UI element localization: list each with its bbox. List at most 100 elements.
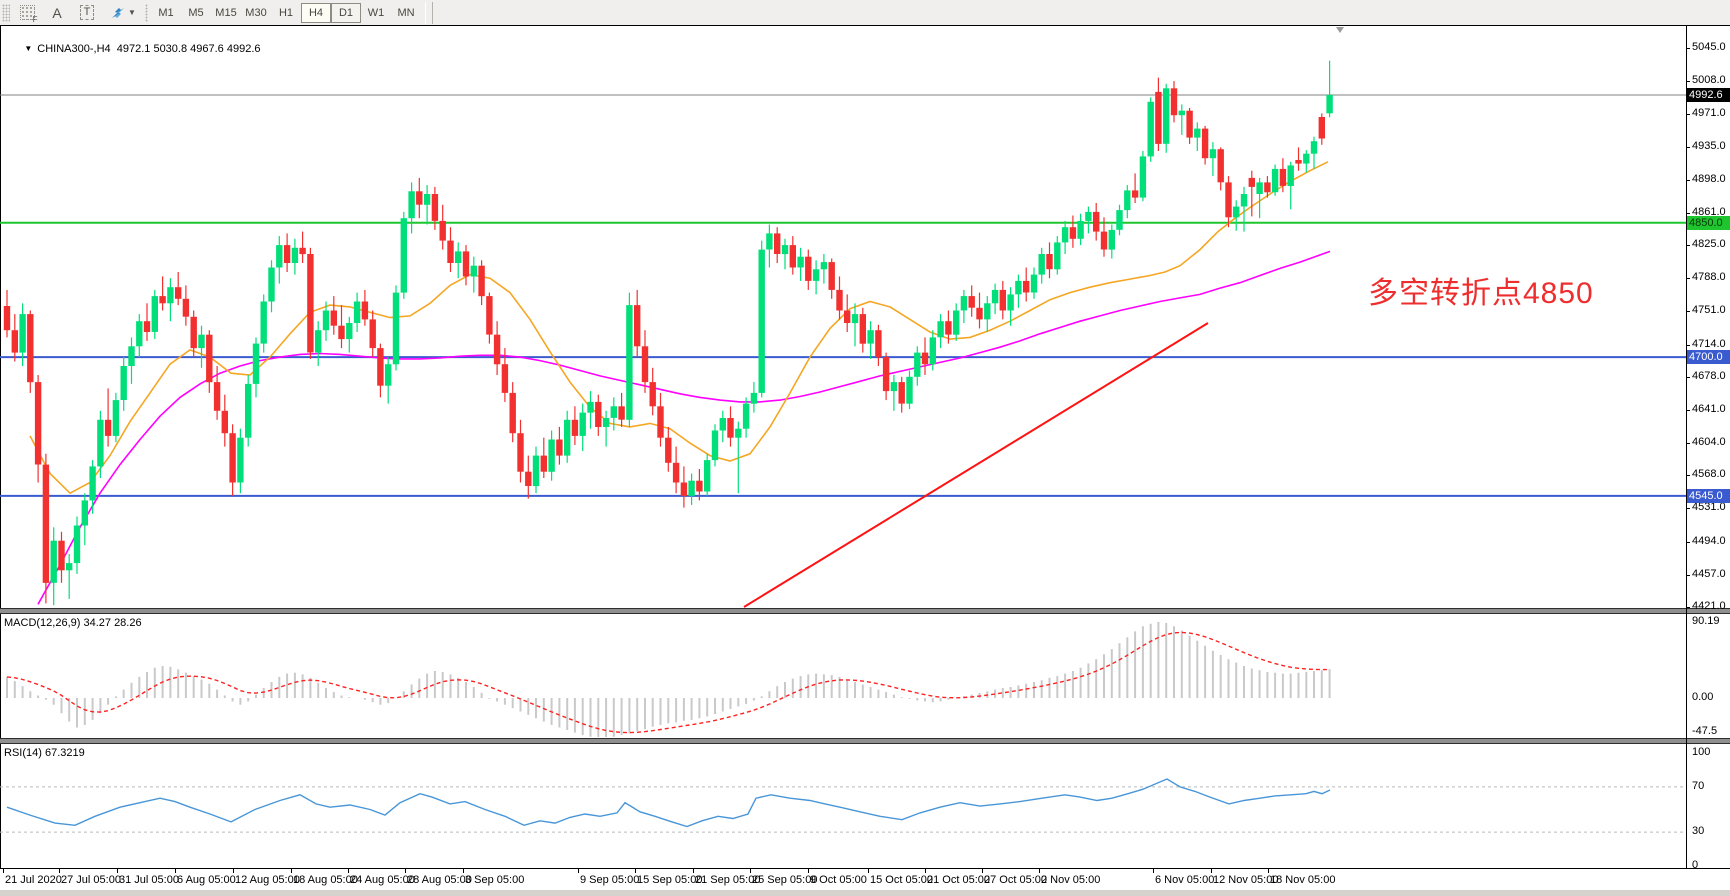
price-tick [1686, 213, 1690, 214]
time-axis-label: 15 Oct 05:00 [870, 874, 933, 886]
price-tick [1686, 245, 1690, 246]
time-axis-label: 21 Sep 05:00 [695, 874, 761, 886]
time-axis-label: 24 Aug 05:00 [350, 874, 415, 886]
price-tick [1686, 345, 1690, 346]
time-axis-label: 31 Jul 05:00 [119, 874, 179, 886]
price-tick [1686, 377, 1690, 378]
timeframe-button-m1[interactable]: M1 [158, 6, 174, 19]
time-tick [925, 869, 926, 873]
price-axis-label: 4604.0 [1692, 436, 1726, 448]
time-tick [175, 869, 176, 873]
time-tick [3, 869, 4, 873]
time-tick [635, 869, 636, 873]
price-tick [1686, 575, 1690, 576]
time-tick [750, 869, 751, 873]
timeframe-button-m5[interactable]: M5 [188, 6, 204, 19]
time-axis-label: 9 Sep 05:00 [580, 874, 640, 886]
price-axis-label: 4788.0 [1692, 271, 1726, 283]
macd-scale-max: 90.19 [1692, 615, 1720, 627]
time-tick [117, 869, 118, 873]
timeframe-button-d1[interactable]: D1 [331, 2, 361, 23]
text-box-icon[interactable]: T [74, 2, 100, 23]
price-tick [1686, 48, 1690, 49]
macd-panel-separator[interactable] [0, 608, 1730, 614]
macd-scale-zero: 0.00 [1692, 691, 1714, 703]
price-axis-label: 4714.0 [1692, 338, 1726, 350]
time-axis-label: 2 Nov 05:00 [1041, 874, 1101, 886]
chart-shift-marker[interactable] [1336, 27, 1344, 33]
toolbar-separator[interactable] [145, 3, 148, 22]
price-tag-4992.6: 4992.6 [1687, 88, 1730, 102]
arrow-tools-icon[interactable]: ▼ [104, 2, 142, 23]
price-tick [1686, 311, 1690, 312]
price-tick [1686, 180, 1690, 181]
toolbar: F A T ▼ M1 M5 M15 M30 H1 H4 D1 W1 MN [0, 0, 1730, 26]
rsi-scale-30: 30 [1692, 825, 1705, 837]
time-axis-label: 9 Oct 05:00 [810, 874, 867, 886]
timeframe-button-m30[interactable]: M30 [245, 6, 267, 19]
chart-left-border [0, 25, 1, 890]
price-axis-label: 4641.0 [1692, 403, 1726, 415]
price-tag-4700.0: 4700.0 [1687, 350, 1730, 364]
timeframe-button-h1[interactable]: H1 [278, 6, 294, 19]
price-tag-4850.0: 4850.0 [1687, 216, 1730, 230]
macd-scale-min: -47.5 [1692, 725, 1718, 737]
timeframe-button-w1[interactable]: W1 [367, 6, 385, 19]
rsi-label: RSI(14) 67.3219 [4, 747, 85, 759]
price-axis-label: 4861.0 [1692, 206, 1726, 218]
time-axis[interactable] [0, 868, 1730, 891]
time-tick [693, 869, 694, 873]
time-axis-label: 6 Nov 05:00 [1155, 874, 1215, 886]
rsi-scale-100: 100 [1692, 746, 1711, 758]
time-tick [59, 869, 60, 873]
chevron-down-icon: ▼ [128, 8, 136, 17]
text-label-icon[interactable]: A [44, 2, 70, 23]
toolbar-separator-2 [425, 1, 433, 24]
arrows-glyph [112, 7, 125, 18]
time-tick [1211, 869, 1212, 873]
macd-label: MACD(12,26,9) 34.27 28.26 [4, 617, 142, 629]
time-axis-label: 3 Sep 05:00 [465, 874, 525, 886]
time-axis-label: 18 Aug 05:00 [293, 874, 358, 886]
price-axis-label: 4568.0 [1692, 468, 1726, 480]
time-tick [291, 869, 292, 873]
rsi-canvas[interactable] [0, 744, 1686, 868]
time-tick [1153, 869, 1154, 873]
main-chart-canvas[interactable] [0, 25, 1686, 608]
time-tick [463, 869, 464, 873]
timeframe-button-h4[interactable]: H4 [301, 2, 331, 23]
price-axis-label: 5008.0 [1692, 74, 1726, 86]
price-axis-label: 4421.0 [1692, 600, 1726, 612]
time-axis-label: 21 Jul 2020 [5, 874, 62, 886]
dot-grid-glyph: F [19, 5, 38, 24]
window-bottom-strip [0, 890, 1730, 896]
chart-top-border [0, 25, 1730, 26]
rsi-panel-separator[interactable] [0, 738, 1730, 744]
grid-pointer-icon[interactable]: F [14, 2, 40, 24]
price-axis-label: 4825.0 [1692, 238, 1726, 250]
timeframe-button-mn[interactable]: MN [397, 6, 415, 19]
time-tick [1039, 869, 1040, 873]
time-axis-label: 21 Oct 05:00 [927, 874, 990, 886]
price-axis-label: 4898.0 [1692, 173, 1726, 185]
time-axis-label: 27 Oct 05:00 [984, 874, 1047, 886]
price-tick [1686, 410, 1690, 411]
chart-annotation-text[interactable]: 多空转折点4850 [1368, 277, 1594, 310]
rsi-scale-70: 70 [1692, 780, 1705, 792]
one-click-trading-arrow[interactable]: ▼ [24, 44, 33, 53]
price-tick [1686, 607, 1690, 608]
timeframe-button-m15[interactable]: M15 [215, 6, 237, 19]
toolbar-grip[interactable] [2, 3, 10, 22]
macd-canvas[interactable] [0, 614, 1686, 738]
price-axis-label: 4971.0 [1692, 107, 1726, 119]
timeframe-buttons: M1 M5 M15 M30 H1 H4 D1 W1 MN [151, 2, 421, 23]
time-tick [233, 869, 234, 873]
chart-symbol: CHINA300-,H4 [37, 43, 111, 55]
time-tick [868, 869, 869, 873]
price-axis-label: 4935.0 [1692, 140, 1726, 152]
price-tick [1686, 114, 1690, 115]
price-tick [1686, 81, 1690, 82]
price-tag-4545.0: 4545.0 [1687, 489, 1730, 503]
price-tick [1686, 443, 1690, 444]
